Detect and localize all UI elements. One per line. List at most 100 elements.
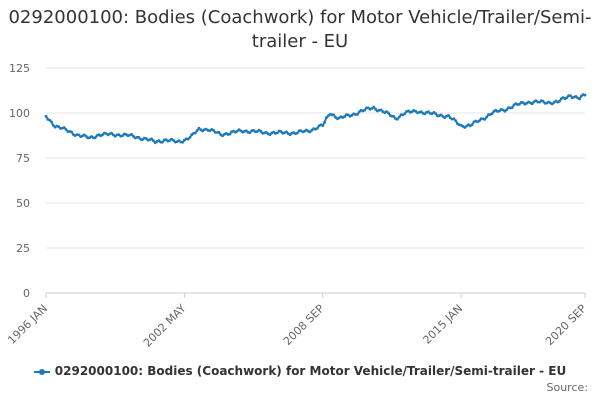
data-point[interactable] xyxy=(130,133,134,136)
data-point[interactable] xyxy=(550,102,554,106)
data-point[interactable] xyxy=(197,126,201,130)
data-point[interactable] xyxy=(403,112,407,116)
data-point[interactable] xyxy=(48,118,51,122)
data-point[interactable] xyxy=(452,117,456,121)
data-point[interactable] xyxy=(264,130,268,134)
data-point[interactable] xyxy=(574,95,578,98)
data-point[interactable] xyxy=(51,124,55,127)
data-point[interactable] xyxy=(144,137,148,140)
data-point[interactable] xyxy=(84,134,88,138)
data-point[interactable] xyxy=(295,131,299,135)
data-point[interactable] xyxy=(117,133,121,137)
data-point[interactable] xyxy=(396,117,399,121)
data-point[interactable] xyxy=(161,140,164,144)
data-point[interactable] xyxy=(181,140,185,144)
data-point[interactable] xyxy=(392,115,396,118)
data-point[interactable] xyxy=(565,96,569,100)
data-point[interactable] xyxy=(490,112,494,115)
legend-swatch xyxy=(33,367,50,377)
data-point[interactable] xyxy=(434,112,438,115)
x-tick-label: 2008 SEP xyxy=(281,302,327,348)
series-layer xyxy=(44,93,587,145)
data-point[interactable] xyxy=(510,106,514,109)
data-point[interactable] xyxy=(583,93,587,97)
data-point[interactable] xyxy=(386,111,390,115)
y-tick-label: 100 xyxy=(9,107,30,120)
data-point[interactable] xyxy=(372,105,376,109)
data-point[interactable] xyxy=(70,130,73,134)
data-point[interactable] xyxy=(485,115,489,119)
data-point[interactable] xyxy=(343,115,346,118)
data-point[interactable] xyxy=(268,133,272,137)
data-point[interactable] xyxy=(470,123,474,127)
data-point[interactable] xyxy=(423,112,427,116)
data-point[interactable] xyxy=(478,119,481,123)
data-point[interactable] xyxy=(101,133,104,137)
data-point[interactable] xyxy=(427,110,430,114)
data-point[interactable] xyxy=(374,107,377,111)
data-point[interactable] xyxy=(62,126,66,129)
y-tick-label: 125 xyxy=(9,62,30,75)
data-point[interactable] xyxy=(447,114,450,117)
data-point[interactable] xyxy=(77,133,81,137)
data-point[interactable] xyxy=(137,136,141,139)
y-tick-label: 50 xyxy=(16,197,30,210)
data-point[interactable] xyxy=(221,134,225,138)
data-point[interactable] xyxy=(454,119,458,122)
data-point[interactable] xyxy=(505,108,509,112)
data-point[interactable] xyxy=(541,99,545,103)
data-point[interactable] xyxy=(356,113,359,116)
data-point[interactable] xyxy=(321,124,325,127)
data-point[interactable] xyxy=(212,128,215,132)
legend-label: 0292000100: Bodies (Coachwork) for Motor… xyxy=(54,364,567,378)
data-point[interactable] xyxy=(188,136,192,139)
data-point[interactable] xyxy=(285,130,288,134)
x-tick-label: 2015 JAN xyxy=(421,302,466,347)
data-point[interactable] xyxy=(518,102,521,106)
data-point[interactable] xyxy=(530,102,534,106)
data-point[interactable] xyxy=(315,126,319,130)
data-point[interactable] xyxy=(357,110,361,114)
data-point[interactable] xyxy=(569,94,572,97)
data-point[interactable] xyxy=(121,134,124,138)
x-axis-ticks: 1996 JAN 2002 MAY 2008 SEP 2015 JAN 2020 SEP xyxy=(5,293,589,350)
data-point[interactable] xyxy=(57,125,61,129)
data-point[interactable] xyxy=(498,109,501,113)
data-point[interactable] xyxy=(259,129,263,133)
data-point[interactable] xyxy=(332,113,336,117)
legend[interactable]: 0292000100: Bodies (Coachwork) for Motor… xyxy=(0,364,600,378)
data-point[interactable] xyxy=(363,108,367,112)
data-point[interactable] xyxy=(379,108,383,112)
data-point[interactable] xyxy=(50,120,53,124)
data-point[interactable] xyxy=(558,99,561,103)
data-point[interactable] xyxy=(186,137,190,141)
data-point[interactable] xyxy=(150,137,154,141)
source-label: Source: xyxy=(546,381,589,394)
data-point[interactable] xyxy=(195,129,199,132)
data-point[interactable] xyxy=(110,131,113,135)
data-point[interactable] xyxy=(248,131,252,135)
data-point[interactable] xyxy=(279,130,283,133)
gridlines xyxy=(46,67,585,249)
data-point[interactable] xyxy=(44,114,48,118)
data-point[interactable] xyxy=(193,131,197,135)
data-point[interactable] xyxy=(228,132,232,136)
data-point[interactable] xyxy=(397,115,401,119)
data-point[interactable] xyxy=(308,130,312,134)
y-tick-label: 0 xyxy=(23,287,30,300)
data-point[interactable] xyxy=(439,113,443,117)
data-point[interactable] xyxy=(93,136,97,140)
data-point[interactable] xyxy=(217,130,221,134)
data-point[interactable] xyxy=(325,116,328,120)
y-tick-label: 25 xyxy=(16,242,30,255)
data-point[interactable] xyxy=(483,117,487,121)
data-point[interactable] xyxy=(64,128,68,131)
data-point[interactable] xyxy=(578,97,581,101)
x-tick-label: 1996 JAN xyxy=(5,302,50,347)
data-point[interactable] xyxy=(275,131,279,135)
data-point[interactable] xyxy=(152,139,155,143)
data-point[interactable] xyxy=(323,120,326,124)
data-point[interactable] xyxy=(172,138,175,142)
data-point[interactable] xyxy=(132,134,135,138)
